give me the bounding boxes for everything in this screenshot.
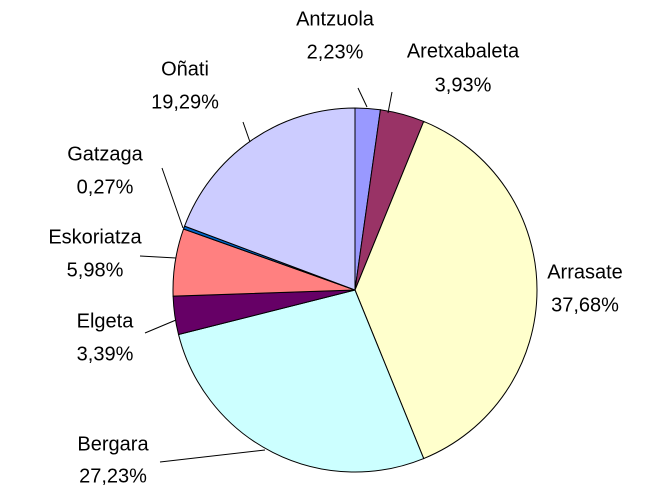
value-label: 37,68%: [551, 294, 619, 316]
pie-slice: [183, 107, 356, 291]
value-label: 5,98%: [67, 259, 124, 281]
slice-label: Eskoriatza: [48, 226, 142, 248]
pie-slice: [354, 120, 538, 460]
slice-label: Aretxabaleta: [407, 40, 520, 62]
pie-slice: [177, 289, 425, 473]
value-label: 3,39%: [77, 343, 134, 365]
leader-line: [387, 91, 393, 114]
leader-line: [144, 319, 177, 334]
value-label: 2,23%: [307, 41, 364, 63]
value-label: 3,93%: [435, 74, 492, 96]
value-label: 27,23%: [79, 465, 147, 487]
slice-label: Bergara: [77, 433, 149, 455]
slice-label: Elgeta: [77, 310, 135, 332]
slice-label: Gatzaga: [67, 143, 143, 165]
slice-label: Oñati: [161, 58, 209, 80]
leader-line: [139, 255, 177, 259]
slice-label: Antzuola: [296, 8, 375, 30]
value-label: 19,29%: [151, 91, 219, 113]
leader-line: [159, 449, 266, 463]
leader-line: [161, 167, 184, 229]
leader-line: [357, 87, 368, 108]
slice-label: Arrasate: [547, 261, 623, 283]
leader-line: [242, 121, 251, 143]
value-label: 0,27%: [77, 176, 134, 198]
